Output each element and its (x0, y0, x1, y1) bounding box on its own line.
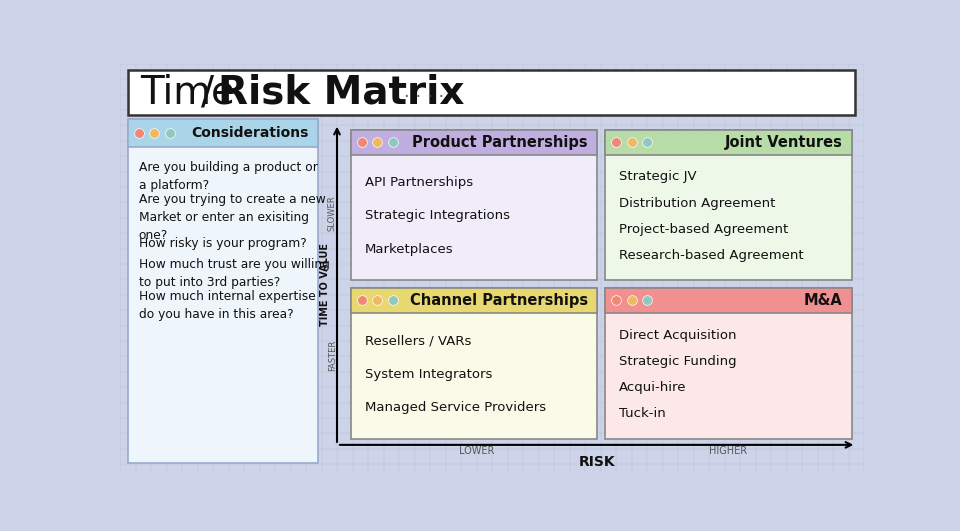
Text: Strategic Funding: Strategic Funding (619, 355, 736, 368)
Bar (351, 130, 597, 155)
Bar (605, 130, 852, 280)
Text: Are you trying to create a new
Market or enter an exisiting
one?: Are you trying to create a new Market or… (138, 193, 325, 242)
Text: Are you building a product or
a platform?: Are you building a product or a platform… (138, 161, 318, 192)
Text: Joint Ventures: Joint Ventures (725, 135, 842, 150)
Text: API Partnerships: API Partnerships (365, 176, 473, 189)
Text: Product Partnerships: Product Partnerships (413, 135, 588, 150)
Text: Project-based Agreement: Project-based Agreement (619, 223, 788, 236)
Text: Direct Acquisition: Direct Acquisition (619, 329, 736, 341)
Text: FASTER: FASTER (328, 339, 337, 371)
Text: RISK: RISK (578, 455, 615, 469)
Bar (351, 288, 597, 439)
Text: Marketplaces: Marketplaces (365, 243, 453, 255)
Text: How much internal expertise
do you have in this area?: How much internal expertise do you have … (138, 290, 315, 321)
Text: TIME TO VALUE: TIME TO VALUE (320, 243, 329, 326)
Text: Tuck-in: Tuck-in (619, 407, 666, 421)
Bar (128, 70, 854, 115)
Bar (605, 130, 852, 155)
Text: Resellers / VARs: Resellers / VARs (365, 335, 471, 347)
Text: . . . .: . . . . (403, 83, 444, 101)
Text: /: / (201, 73, 227, 111)
Text: Distribution Agreement: Distribution Agreement (619, 196, 776, 210)
Text: Managed Service Providers: Managed Service Providers (365, 401, 546, 414)
Text: Risk Matrix: Risk Matrix (218, 73, 464, 111)
Text: Research-based Agreement: Research-based Agreement (619, 249, 804, 262)
Text: Channel Partnerships: Channel Partnerships (410, 293, 588, 308)
Text: Strategic JV: Strategic JV (619, 170, 697, 183)
Text: M&A: M&A (804, 293, 842, 308)
Text: How risky is your program?: How risky is your program? (138, 237, 306, 250)
Bar (128, 119, 318, 147)
Text: Time: Time (140, 73, 248, 111)
Text: LOWER: LOWER (459, 446, 494, 456)
Text: How much trust are you willing
to put into 3rd parties?: How much trust are you willing to put in… (138, 258, 329, 289)
Text: Considerations: Considerations (191, 126, 308, 140)
Bar (128, 119, 318, 464)
Bar (351, 130, 597, 280)
Bar (605, 288, 852, 313)
Text: HIGHER: HIGHER (708, 446, 747, 456)
Text: Acqui-hire: Acqui-hire (619, 381, 686, 394)
Text: Strategic Integrations: Strategic Integrations (365, 209, 510, 222)
Bar (605, 288, 852, 439)
Bar (351, 288, 597, 313)
Text: SLOWER: SLOWER (328, 196, 337, 232)
Text: System Integrators: System Integrators (365, 367, 492, 381)
